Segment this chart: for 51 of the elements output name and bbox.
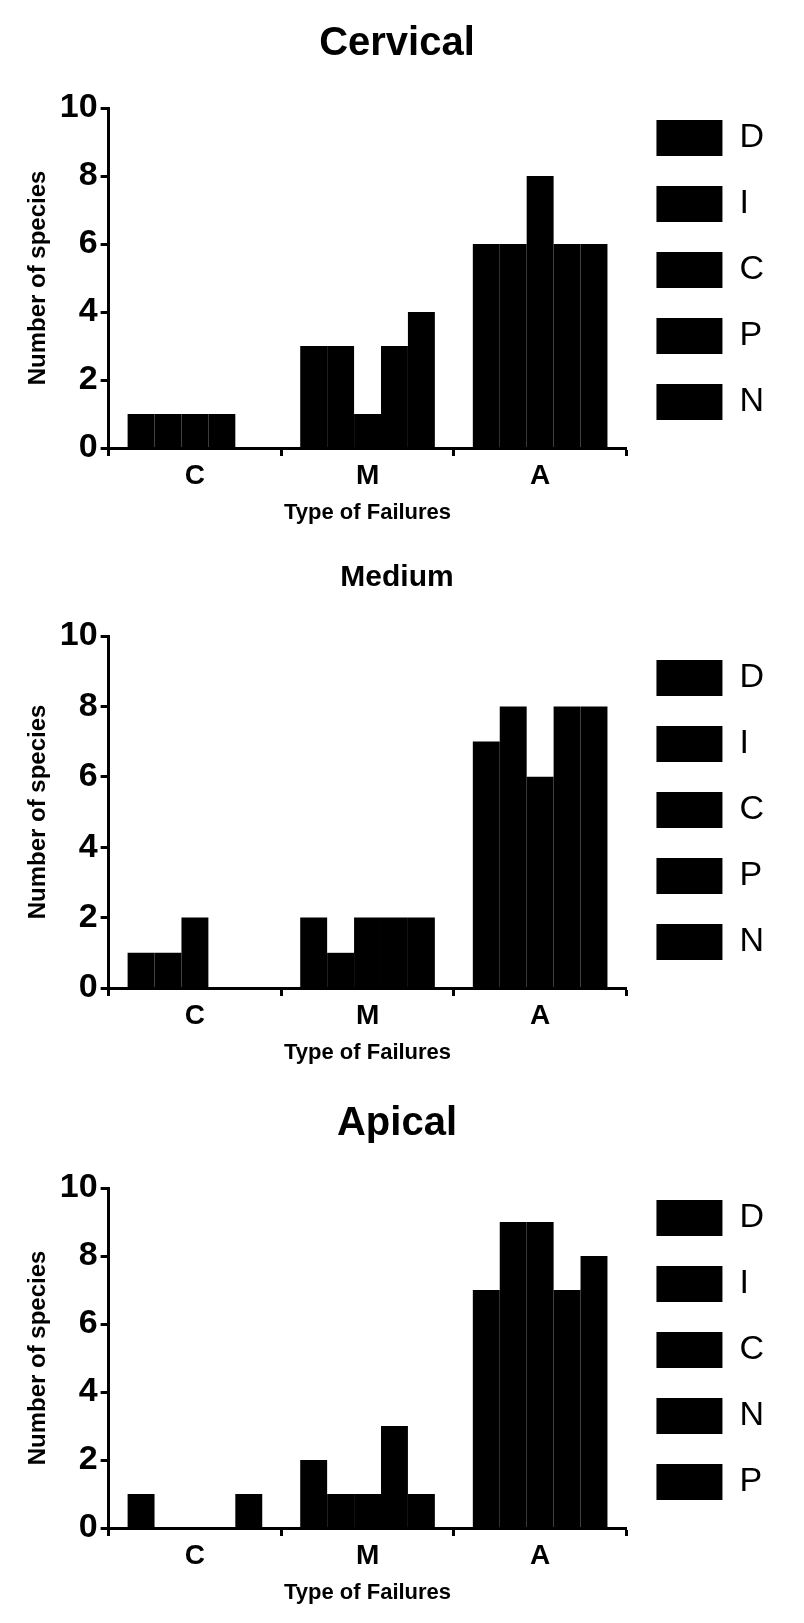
legend-label: C <box>739 248 765 287</box>
y-axis-title: Number of species <box>23 170 51 386</box>
x-tick-label: M <box>355 1538 380 1570</box>
legend-label: P <box>739 314 763 353</box>
y-tick-label: 4 <box>78 290 98 329</box>
y-tick-label: 2 <box>78 895 98 934</box>
y-tick-label: 10 <box>59 86 98 125</box>
legend-label: I <box>739 182 749 221</box>
x-tick-label: C <box>184 998 206 1030</box>
chart-title: Cervical <box>319 19 475 64</box>
y-tick-label: 8 <box>78 1234 98 1273</box>
y-tick-label: 6 <box>78 222 98 261</box>
y-tick-label: 6 <box>78 1302 98 1341</box>
x-axis-title: Type of Failures <box>283 1038 452 1064</box>
y-tick-label: 0 <box>78 966 98 1005</box>
x-tick-label: A <box>530 1538 551 1570</box>
y-tick-label: 0 <box>78 1506 98 1545</box>
legend-label: I <box>739 722 749 761</box>
legend-label: N <box>739 380 765 419</box>
y-tick-label: 8 <box>78 154 98 193</box>
y-tick-label: 0 <box>78 426 98 465</box>
y-tick-label: 8 <box>78 684 98 723</box>
chart-title: Medium <box>340 559 454 593</box>
legend-label: P <box>739 854 763 893</box>
legend-label: D <box>739 1196 765 1235</box>
x-tick-label: M <box>355 458 380 490</box>
x-tick-label: A <box>530 458 551 490</box>
y-tick-label: 2 <box>78 1438 98 1477</box>
y-tick-label: 10 <box>59 1166 98 1205</box>
x-axis-title: Type of Failures <box>283 1578 452 1604</box>
y-axis-title: Number of species <box>23 1250 51 1466</box>
y-tick-label: 4 <box>78 825 98 864</box>
legend-label: C <box>739 1328 765 1367</box>
y-tick-label: 10 <box>59 614 98 653</box>
x-axis-title: Type of Failures <box>283 498 452 524</box>
legend-label: N <box>739 920 765 959</box>
x-tick-label: C <box>184 1538 206 1570</box>
x-tick-label: C <box>184 458 206 490</box>
legend-label: N <box>739 1394 765 1433</box>
legend-label: I <box>739 1262 749 1301</box>
y-tick-label: 2 <box>78 358 98 397</box>
x-tick-label: A <box>530 998 551 1030</box>
legend-label: D <box>739 656 765 695</box>
legend-label: P <box>739 1460 763 1499</box>
y-tick-label: 6 <box>78 755 98 794</box>
legend-label: D <box>739 116 765 155</box>
legend-label: C <box>739 788 765 827</box>
y-axis-title: Number of species <box>23 704 51 920</box>
y-tick-label: 4 <box>78 1370 98 1409</box>
chart-title: Apical <box>336 1099 458 1144</box>
x-tick-label: M <box>355 998 380 1030</box>
